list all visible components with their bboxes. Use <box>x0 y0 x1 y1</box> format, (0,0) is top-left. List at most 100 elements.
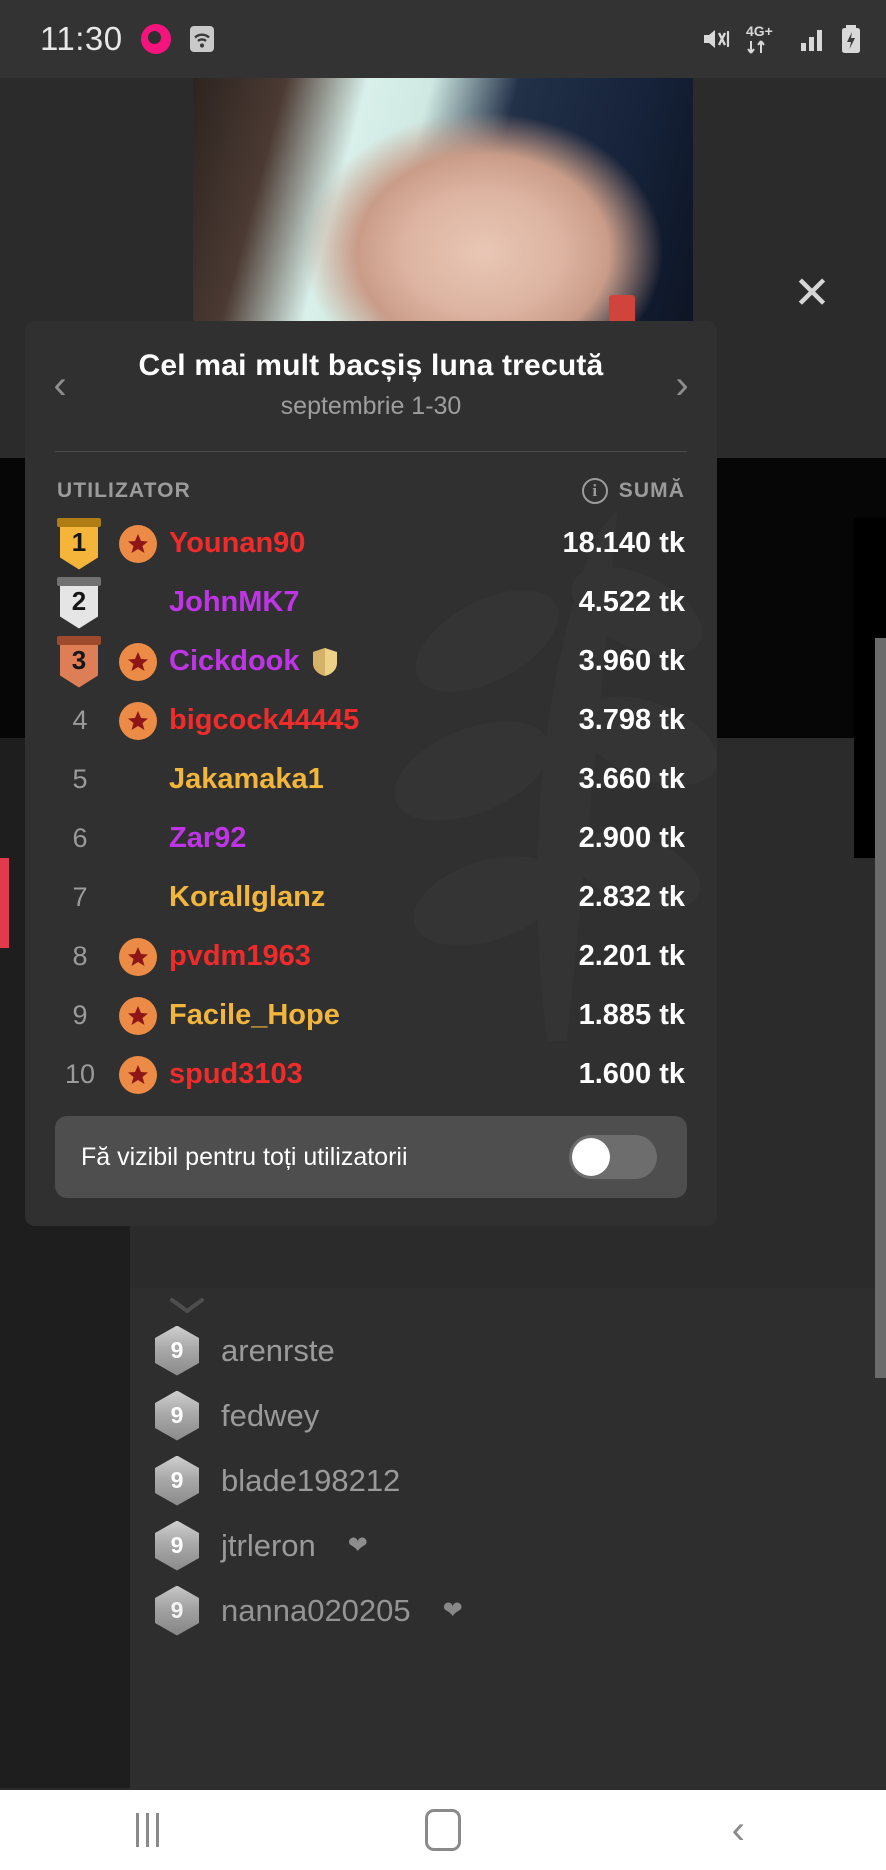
username[interactable]: Cickdook <box>169 645 300 677</box>
list-item-label: fedwey <box>221 1397 320 1433</box>
amount-value: 18.140 tk <box>562 527 685 559</box>
amount-value: 4.522 tk <box>578 586 685 618</box>
4g-plus-data-icon: 4G+ <box>746 23 773 54</box>
next-period-button[interactable]: › <box>675 363 689 407</box>
modal-header-text: Cel mai mult bacșiș luna trecută septemb… <box>95 349 647 421</box>
rank-value: 6 <box>72 823 88 853</box>
header-divider <box>55 451 687 452</box>
status-bar-left: 11:30 <box>40 20 215 58</box>
background-red-tab <box>0 858 9 948</box>
amount-value: 3.660 tk <box>578 763 685 795</box>
username[interactable]: pvdm1963 <box>169 940 311 972</box>
table-row[interactable]: 5 Jakamaka1 3.660 tk <box>25 750 717 809</box>
heart-icon: ❤ <box>347 1532 368 1559</box>
visibility-toggle-switch[interactable] <box>569 1135 657 1179</box>
rank-value: 1 <box>71 526 87 557</box>
rank-cell: 8 <box>57 941 119 972</box>
back-button[interactable]: ‹ <box>678 1795 798 1865</box>
period-subtitle: septembrie 1-30 <box>280 392 462 420</box>
amount-value: 3.960 tk <box>578 645 685 677</box>
list-item[interactable]: 9 blade198212 <box>130 1448 886 1513</box>
rank-value: 9 <box>72 1000 88 1030</box>
table-row[interactable]: 9 Facile_Hope 1.885 tk <box>25 986 717 1045</box>
amount-value: 1.885 tk <box>578 999 685 1031</box>
list-item-label: blade198212 <box>221 1462 401 1498</box>
star-badge-icon <box>119 996 157 1035</box>
home-button[interactable] <box>383 1795 503 1865</box>
rank-value: 8 <box>72 941 88 971</box>
username[interactable]: Zar92 <box>169 822 247 854</box>
username[interactable]: Facile_Hope <box>169 999 340 1031</box>
battery-charging-icon <box>842 25 860 53</box>
scrollbar[interactable] <box>875 638 886 1378</box>
table-row[interactable]: 8 pvdm1963 2.201 tk <box>25 927 717 986</box>
mute-vibrate-icon <box>704 30 730 48</box>
bronze-medal-icon: 3 <box>57 635 101 688</box>
list-item[interactable]: 9 nanna020205 ❤ <box>130 1578 886 1643</box>
background-user-list[interactable]: 9 arenrste 9 fedwey 9 blade198212 9 <box>130 1288 886 1868</box>
column-header-amount: SUMĂ <box>618 479 685 502</box>
list-item[interactable]: 9 jtrleron ❤ <box>130 1513 886 1578</box>
list-item-label: jtrleron <box>221 1527 316 1563</box>
rank-cell: 4 <box>57 705 119 736</box>
username[interactable]: JohnMK7 <box>169 586 300 618</box>
username[interactable]: bigcock44445 <box>169 704 360 736</box>
level-badge-icon: 9 <box>155 1585 199 1636</box>
level-badge-icon: 9 <box>155 1325 199 1376</box>
username[interactable]: Younan90 <box>169 527 306 559</box>
level-badge-value: 9 <box>170 1532 184 1558</box>
info-icon[interactable]: i <box>581 478 608 504</box>
page-title: Cel mai mult bacșiș luna trecută <box>138 349 604 382</box>
wifi-icon <box>189 26 214 52</box>
list-item[interactable]: 9 arenrste <box>130 1318 886 1383</box>
table-row[interactable]: 6 Zar92 2.900 tk <box>25 809 717 868</box>
level-badge-icon: 9 <box>155 1520 199 1571</box>
rank-cell: 10 <box>57 1059 119 1090</box>
status-bar-right: 4G+ <box>701 23 862 55</box>
rank-value: 2 <box>71 585 87 616</box>
star-badge-icon <box>119 642 157 681</box>
previous-period-button[interactable]: ‹ <box>53 363 67 407</box>
amount-value: 3.798 tk <box>578 704 685 736</box>
level-badge-icon: 9 <box>155 1455 199 1506</box>
table-row[interactable]: 3 Cickdook 3.960 tk <box>25 632 717 691</box>
recents-button[interactable] <box>88 1795 208 1865</box>
recents-icon <box>136 1813 160 1847</box>
rank-cell: 3 <box>57 635 119 688</box>
close-icon[interactable]: ✕ <box>793 266 831 318</box>
table-row[interactable]: 2 JohnMK7 4.522 tk <box>25 573 717 632</box>
table-row[interactable]: 10 spud3103 1.600 tk <box>25 1045 717 1104</box>
leaderboard-modal: ‹ Cel mai mult bacșiș luna trecută septe… <box>25 321 717 1226</box>
column-header-user: UTILIZATOR <box>57 479 191 502</box>
rank-value: 5 <box>72 764 88 794</box>
table-row[interactable]: 7 Korallglanz 2.832 tk <box>25 868 717 927</box>
username[interactable]: Korallglanz <box>169 881 326 913</box>
star-badge-icon <box>119 1055 157 1094</box>
star-badge-icon <box>119 701 157 740</box>
heart-icon: ❤ <box>442 1597 463 1624</box>
level-badge-value: 9 <box>170 1597 184 1623</box>
gold-medal-icon: 1 <box>57 517 101 570</box>
visibility-toggle-row[interactable]: Fă vizibil pentru toți utilizatorii <box>55 1116 687 1198</box>
level-badge-value: 9 <box>170 1337 184 1363</box>
list-item-label: arenrste <box>221 1332 335 1368</box>
back-icon: ‹ <box>731 1808 745 1852</box>
amount-value: 1.600 tk <box>578 1058 685 1090</box>
rank-value: 7 <box>72 882 88 912</box>
star-badge-icon <box>119 937 157 976</box>
svg-text:4G+: 4G+ <box>746 23 773 39</box>
app-dot-icon <box>140 24 171 54</box>
status-bar-clock: 11:30 <box>40 20 123 57</box>
table-row[interactable]: 1 Younan90 18.140 tk <box>25 514 717 573</box>
list-item[interactable]: 9 fedwey <box>130 1383 886 1448</box>
leaderboard-rows: 1 Younan90 18.140 tk 2 JohnMK7 4 <box>25 514 717 1104</box>
amount-value: 2.900 tk <box>578 822 685 854</box>
username[interactable]: Jakamaka1 <box>169 763 324 795</box>
username[interactable]: spud3103 <box>169 1058 303 1090</box>
rank-value: 4 <box>72 705 88 735</box>
level-badge-value: 9 <box>170 1467 184 1493</box>
chevron-down-icon <box>170 1298 204 1314</box>
table-row[interactable]: 4 bigcock44445 3.798 tk <box>25 691 717 750</box>
level-badge-icon: 9 <box>155 1390 199 1441</box>
